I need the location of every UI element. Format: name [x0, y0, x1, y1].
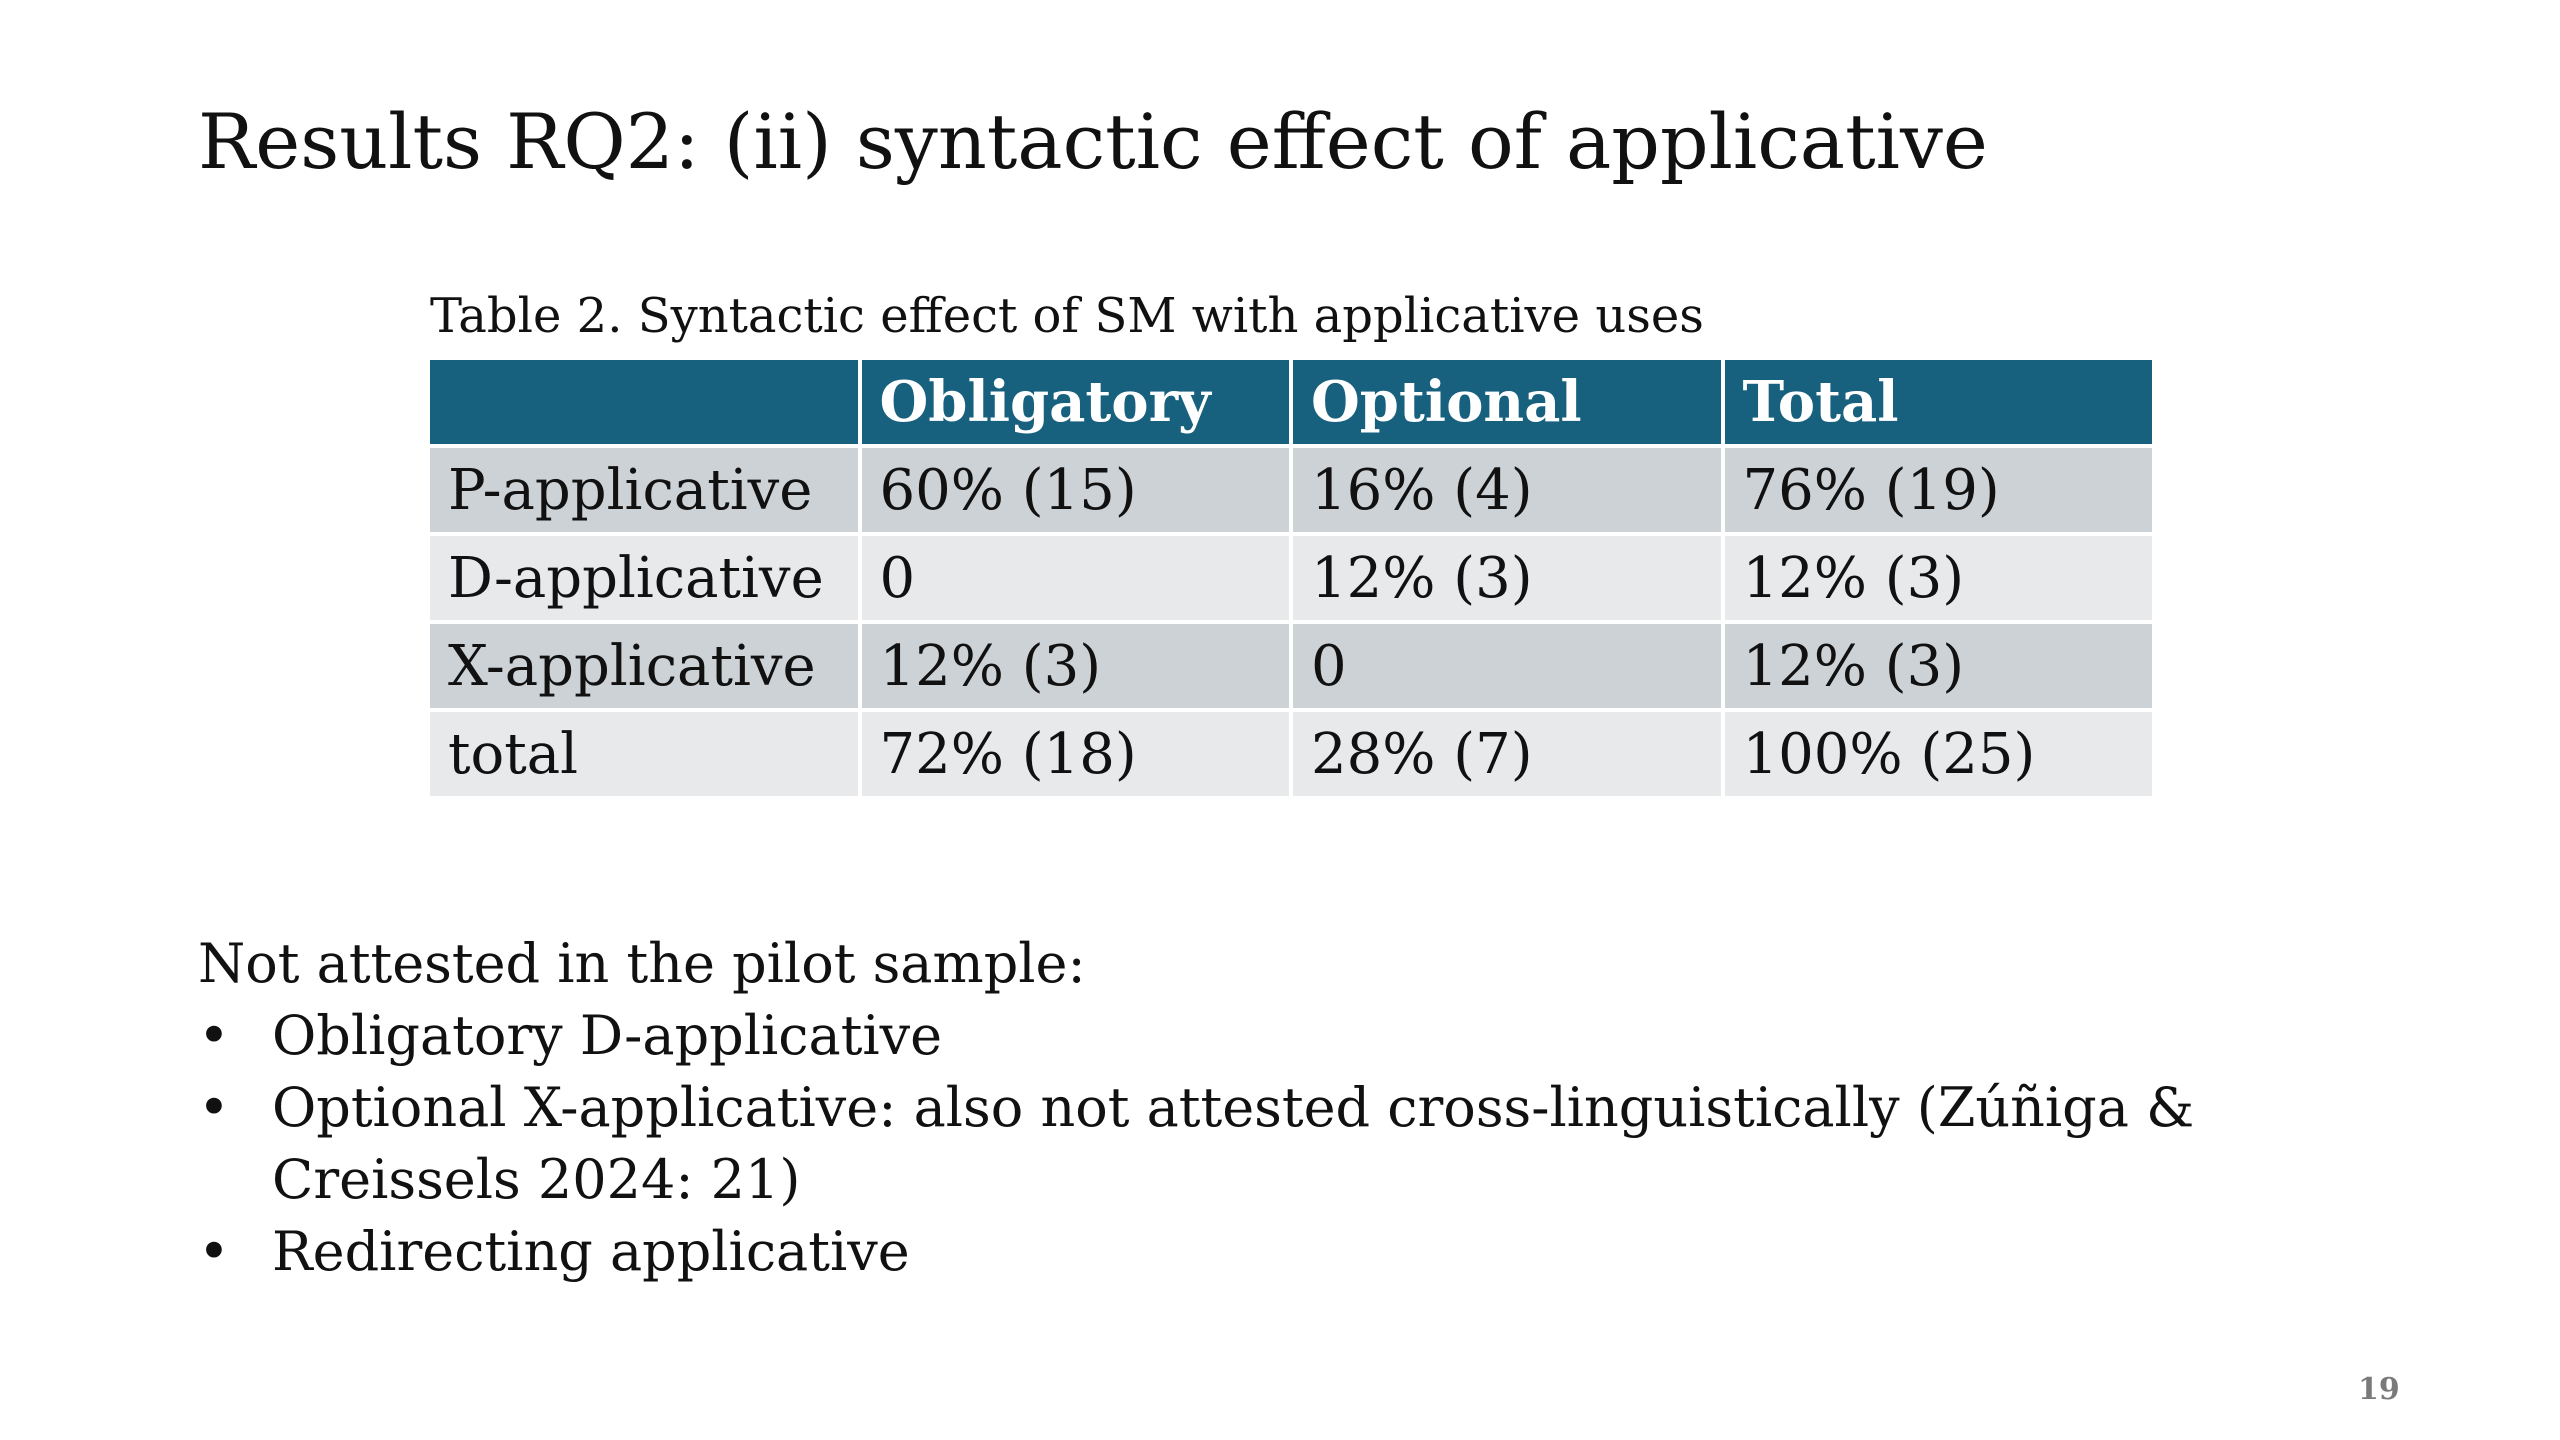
list-item-text: Optional X-applicative: also not atteste… — [272, 1076, 2195, 1211]
table-cell: 0 — [1293, 624, 1721, 708]
list-item: • Optional X-applicative: also not attes… — [198, 1072, 2398, 1216]
list-item-text: Redirecting applicative — [272, 1220, 910, 1283]
table-cell: 12% (3) — [1724, 624, 2152, 708]
header-cell-optional: Optional — [1293, 360, 1721, 444]
table-cell: 12% (3) — [861, 624, 1289, 708]
table-cell: 12% (3) — [1293, 536, 1721, 620]
table-cell: 28% (7) — [1293, 712, 1721, 796]
row-label-cell: D-applicative — [430, 536, 858, 620]
row-label-cell: P-applicative — [430, 448, 858, 532]
table-caption: Table 2. Syntactic effect of SM with app… — [430, 288, 1704, 344]
notes-list: • Obligatory D-applicative • Optional X-… — [198, 1000, 2398, 1288]
table-cell: 100% (25) — [1724, 712, 2152, 796]
row-label-cell: total — [430, 712, 858, 796]
table-cell: 12% (3) — [1724, 536, 2152, 620]
header-cell-obligatory: Obligatory — [861, 360, 1289, 444]
table-row: X-applicative 12% (3) 0 12% (3) — [430, 624, 2152, 708]
notes-section: Not attested in the pilot sample: • Obli… — [198, 928, 2398, 1288]
slide-title: Results RQ2: (ii) syntactic effect of ap… — [198, 97, 1988, 186]
list-item-text: Obligatory D-applicative — [272, 1004, 943, 1067]
table-cell: 60% (15) — [861, 448, 1289, 532]
list-item: • Obligatory D-applicative — [198, 1000, 2398, 1072]
bullet-icon: • — [198, 1220, 230, 1283]
row-label-cell: X-applicative — [430, 624, 858, 708]
list-item: • Redirecting applicative — [198, 1216, 2398, 1288]
table-cell: 72% (18) — [861, 712, 1289, 796]
bullet-icon: • — [198, 1076, 230, 1139]
table-cell: 76% (19) — [1724, 448, 2152, 532]
table-cell: 0 — [861, 536, 1289, 620]
table-cell: 16% (4) — [1293, 448, 1721, 532]
table-header-row: Obligatory Optional Total — [430, 360, 2152, 444]
table-row: total 72% (18) 28% (7) 100% (25) — [430, 712, 2152, 796]
page-number: 19 — [2358, 1372, 2400, 1407]
header-cell-empty — [430, 360, 858, 444]
table-row: P-applicative 60% (15) 16% (4) 76% (19) — [430, 448, 2152, 532]
bullet-icon: • — [198, 1004, 230, 1067]
header-cell-total: Total — [1724, 360, 2152, 444]
notes-intro: Not attested in the pilot sample: — [198, 932, 1086, 995]
results-table: Obligatory Optional Total P-applicative … — [426, 356, 2156, 800]
table-row: D-applicative 0 12% (3) 12% (3) — [430, 536, 2152, 620]
